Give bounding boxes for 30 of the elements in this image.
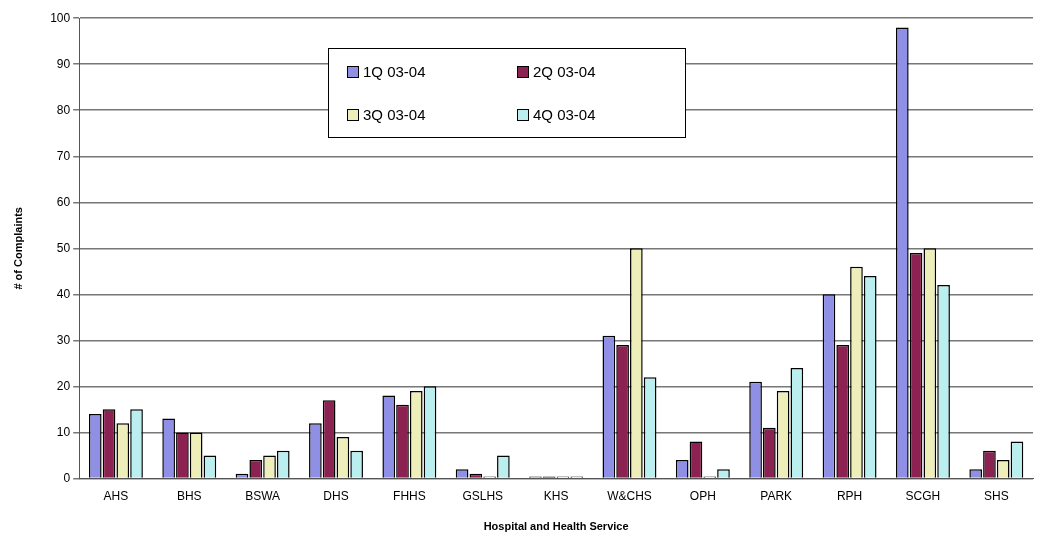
x-tick-label: DHS <box>323 488 349 503</box>
x-tick-label: KHS <box>543 488 569 503</box>
legend-label: 2Q 03-04 <box>533 63 596 80</box>
y-tick-label: 30 <box>56 332 71 347</box>
x-tick-label: W&CHS <box>607 488 652 503</box>
legend-label: 1Q 03-04 <box>363 63 426 80</box>
legend-label: 3Q 03-04 <box>363 106 426 123</box>
x-tick-label: BSWA <box>245 488 281 503</box>
x-tick-label: OPH <box>689 488 716 503</box>
y-tick-label: 90 <box>56 56 71 71</box>
y-tick-label: 70 <box>56 148 71 163</box>
y-tick-label: 100 <box>50 10 71 25</box>
x-tick-label: PARK <box>760 488 793 503</box>
y-tick-label: 60 <box>56 194 71 209</box>
y-axis-title: # of Complaints <box>11 207 24 290</box>
y-tick-label: 80 <box>56 102 71 117</box>
x-tick-label: BHS <box>176 488 202 503</box>
x-tick-label: SCGH <box>905 488 941 503</box>
y-tick-label: 40 <box>56 286 71 301</box>
y-tick-label: 10 <box>56 424 71 439</box>
y-tick-label: 0 <box>63 470 71 485</box>
x-tick-label: FHHS <box>393 488 426 503</box>
y-tick-label: 20 <box>56 378 71 393</box>
x-axis-title: Hospital and Health Service <box>483 520 629 533</box>
y-tick-label: 50 <box>56 240 71 255</box>
legend-label: 4Q 03-04 <box>533 106 596 123</box>
x-tick-label: SHS <box>983 488 1009 503</box>
x-tick-label: GSLHS <box>462 488 504 503</box>
x-tick-label: AHS <box>103 488 129 503</box>
x-tick-label: RPH <box>836 488 863 503</box>
